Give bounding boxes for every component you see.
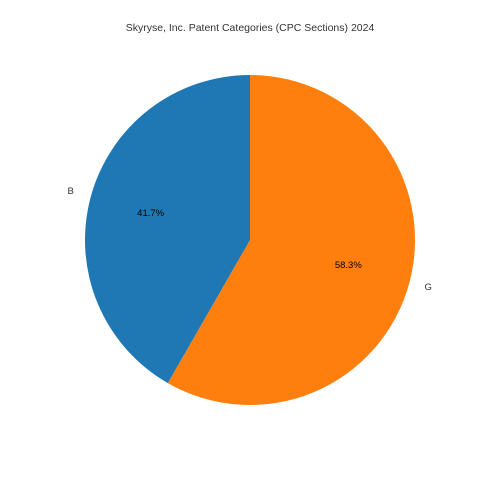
pie-label-G: G (425, 282, 432, 293)
pie-label-B: B (67, 186, 73, 197)
chart-title: Skyryse, Inc. Patent Categories (CPC Sec… (126, 22, 375, 34)
pie-pct-G: 58.3% (335, 260, 362, 271)
pie-chart: 58.3%G41.7%B (85, 75, 415, 405)
pie-pct-B: 41.7% (137, 208, 164, 219)
